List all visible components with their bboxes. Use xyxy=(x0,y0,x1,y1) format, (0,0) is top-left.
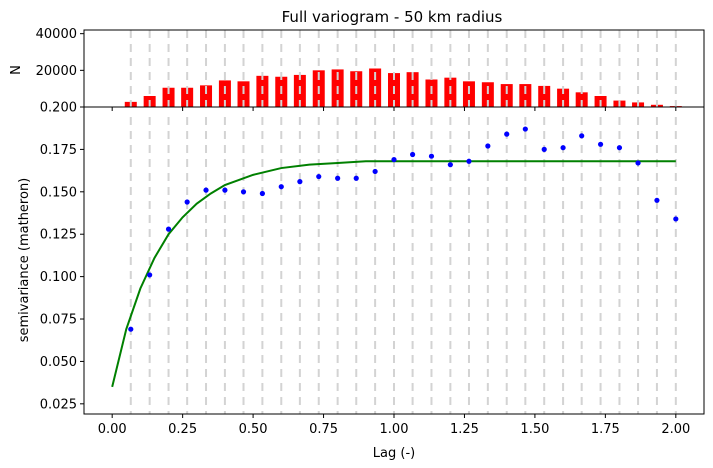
variogram-point xyxy=(240,189,247,195)
variogram-point xyxy=(278,184,284,190)
variogram-y-tick-label: 0.075 xyxy=(40,313,77,328)
histogram-panel: Full variogram - 50 km radius 20000 40000… xyxy=(9,8,705,108)
histogram-y-tick-label: 20000 xyxy=(36,64,77,79)
variogram-y-ticks: 0.025 0.050 0.075 0.100 0.125 0.150 0.175 0.200 xyxy=(40,101,84,412)
variogram-x-axis-label: Lag (-) xyxy=(373,446,415,461)
variogram-point xyxy=(616,145,623,151)
variogram-x-tick-label: 0.00 xyxy=(98,422,127,437)
histogram-bar xyxy=(462,81,475,107)
variogram-point xyxy=(635,160,641,166)
variogram-y-tick-label: 0.200 xyxy=(40,101,77,116)
histogram-bar xyxy=(200,85,213,107)
variogram-panel: 0.00 0.25 0.50 0.75 1.00 1.25 1.50 1.75 2.00 0.0… xyxy=(17,101,705,461)
variogram-point xyxy=(522,126,528,132)
variogram-point xyxy=(485,143,491,149)
variogram-x-tick-label: 0.75 xyxy=(309,422,338,437)
variogram-points xyxy=(128,126,679,332)
variogram-point xyxy=(259,190,265,197)
variogram-point xyxy=(222,187,228,193)
variogram-y-tick-label: 0.175 xyxy=(40,143,77,158)
variogram-y-tick-label: 0.125 xyxy=(40,228,77,243)
histogram-y-axis-label: N xyxy=(9,65,24,75)
variogram-point xyxy=(410,151,416,158)
variogram-point xyxy=(147,272,153,278)
histogram-bar xyxy=(538,85,551,107)
chart-title: Full variogram - 50 km radius xyxy=(282,8,503,26)
variogram-y-axis-label: semivariance (matheron) xyxy=(17,178,32,343)
variogram-frame xyxy=(83,106,705,415)
variogram-point xyxy=(560,145,566,151)
variogram-point xyxy=(654,197,660,203)
variogram-point xyxy=(165,226,172,232)
histogram-bar xyxy=(557,88,570,107)
histogram-bar xyxy=(237,81,250,107)
histogram-bar xyxy=(481,82,494,107)
variogram-y-tick-label: 0.050 xyxy=(40,355,77,370)
histogram-bar xyxy=(519,84,532,107)
variogram-point xyxy=(466,158,472,164)
variogram-point xyxy=(391,156,397,163)
variogram-x-tick-label: 1.25 xyxy=(450,422,479,437)
variogram-y-tick-label: 0.025 xyxy=(40,397,77,412)
histogram-bar xyxy=(500,84,513,107)
histogram-y-tick-label: 40000 xyxy=(36,27,77,42)
variogram-x-tick-label: 1.75 xyxy=(591,422,620,437)
variogram-bin-edge-lines xyxy=(129,117,677,414)
variogram-y-tick-label: 0.100 xyxy=(40,270,77,285)
variogram-point xyxy=(673,216,679,222)
variogram-point xyxy=(297,179,303,185)
variogram-y-tick-label: 0.150 xyxy=(40,185,77,200)
variogram-point xyxy=(128,326,134,332)
variogram-point xyxy=(203,187,209,193)
variogram-point xyxy=(428,153,435,159)
histogram-bar xyxy=(162,87,175,107)
variogram-x-tick-label: 1.50 xyxy=(520,422,549,437)
variogram-point xyxy=(316,173,322,180)
histogram-bar xyxy=(575,92,588,107)
variogram-point xyxy=(372,168,378,175)
variogram-x-tick-label: 2.00 xyxy=(661,422,690,437)
variogram-point xyxy=(597,141,604,147)
variogram-point xyxy=(353,175,359,181)
variogram-x-ticks: 0.00 0.25 0.50 0.75 1.00 1.25 1.50 1.75 2.00 xyxy=(98,107,690,437)
variogram-x-tick-label: 0.50 xyxy=(239,422,268,437)
variogram-point xyxy=(541,146,547,152)
variogram-model-line xyxy=(111,160,676,388)
variogram-x-tick-label: 1.00 xyxy=(380,422,409,437)
variogram-point xyxy=(335,175,341,181)
variogram-point xyxy=(579,133,585,139)
variogram-point xyxy=(447,162,453,168)
histogram-y-ticks: 20000 40000 xyxy=(36,27,84,79)
variogram-point xyxy=(504,131,510,137)
variogram-point xyxy=(184,199,190,205)
histogram-bar xyxy=(181,87,194,107)
variogram-x-tick-label: 0.25 xyxy=(168,422,197,437)
